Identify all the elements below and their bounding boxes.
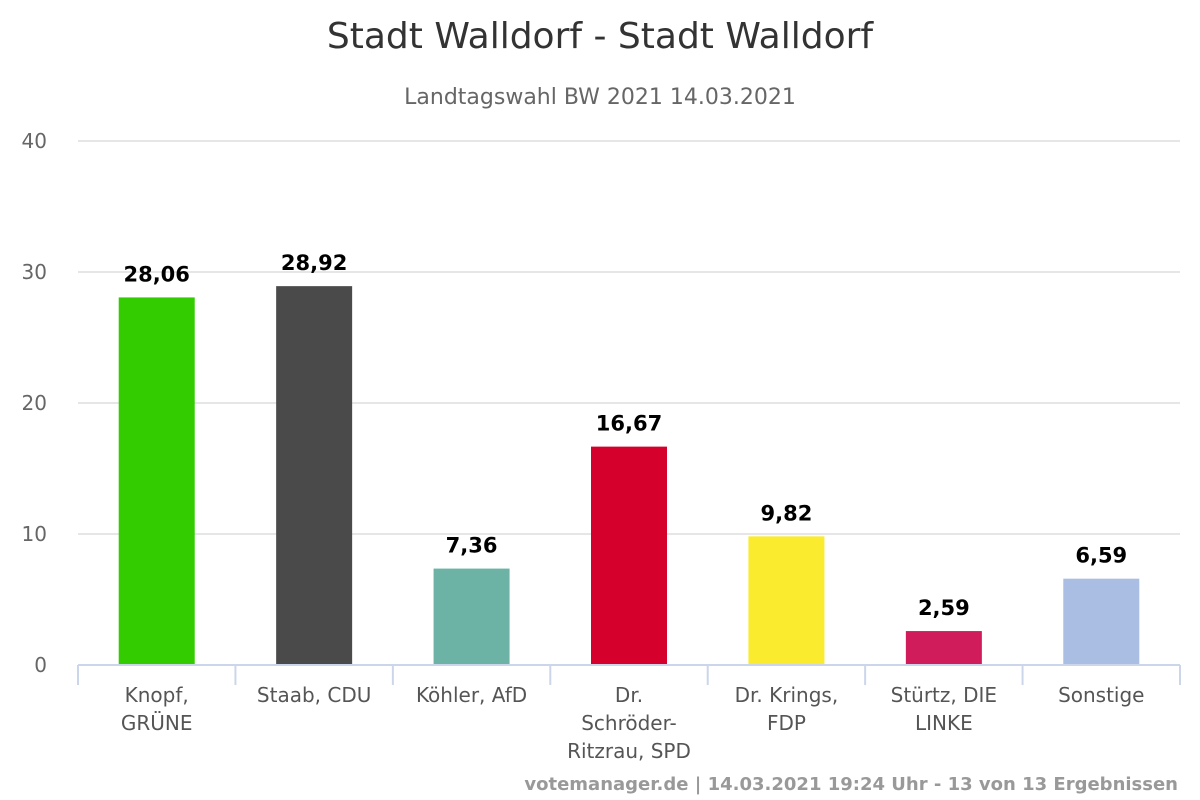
chart-subtitle: Landtagswahl BW 2021 14.03.2021 <box>404 85 796 110</box>
bar[interactable] <box>905 631 982 665</box>
x-axis-ticks: Knopf, GRÜNE Staab, CDU Köhler, AfD Dr. Schrö… <box>121 683 1145 763</box>
bar[interactable] <box>118 297 195 665</box>
x-tick-label-line: GRÜNE <box>121 711 193 735</box>
x-tick-label-line: Dr. Krings, <box>735 683 839 707</box>
x-tick-label-line: FDP <box>767 711 806 735</box>
bar[interactable] <box>591 446 667 665</box>
y-tick-label: 20 <box>22 391 47 415</box>
bars <box>118 286 1140 665</box>
x-tick-label: Dr. Krings, FDP <box>735 683 839 735</box>
data-label: 28,06 <box>123 262 189 286</box>
x-tick-label: Dr. Schröder- Ritzrau, SPD <box>567 683 691 763</box>
data-label: 28,92 <box>281 251 347 275</box>
bar[interactable] <box>748 536 825 665</box>
x-tick-label-line: Köhler, AfD <box>416 683 527 707</box>
y-axis-ticks: 0 10 20 30 40 <box>22 129 47 677</box>
y-tick-label: 10 <box>22 522 47 546</box>
data-label: 16,67 <box>596 412 662 436</box>
x-tick-label: Köhler, AfD <box>416 683 527 707</box>
chart-credit[interactable]: votemanager.de | 14.03.2021 19:24 Uhr - … <box>524 774 1178 795</box>
x-tick-label-line: Schröder- <box>581 711 677 735</box>
data-label: 7,36 <box>446 534 498 558</box>
x-tick-label: Knopf, GRÜNE <box>121 683 193 735</box>
x-axis <box>77 664 1181 685</box>
x-tick-label: Staab, CDU <box>257 683 371 707</box>
x-tick-label-line: Dr. <box>615 683 643 707</box>
x-tick-label: Sonstige <box>1058 683 1144 707</box>
bar[interactable] <box>433 568 510 665</box>
data-label: 9,82 <box>761 501 813 525</box>
x-tick-label-line: LINKE <box>915 711 973 735</box>
bar[interactable] <box>276 286 353 665</box>
bar[interactable] <box>1063 578 1140 665</box>
data-labels: 28,06 28,92 7,36 16,67 9,82 2,59 6,59 <box>123 251 1127 620</box>
x-tick-label-line: Staab, CDU <box>257 683 371 707</box>
x-tick-label-line: Knopf, <box>125 683 189 707</box>
chart-title: Stadt Walldorf - Stadt Walldorf <box>327 16 874 57</box>
x-tick-label-line: Sonstige <box>1058 683 1144 707</box>
y-tick-label: 30 <box>22 260 47 284</box>
x-tick-label: Stürtz, DIE LINKE <box>891 683 997 735</box>
y-tick-label: 0 <box>34 653 47 677</box>
data-label: 2,59 <box>918 596 970 620</box>
y-tick-label: 40 <box>22 129 47 153</box>
data-label: 6,59 <box>1075 544 1127 568</box>
x-tick-label-line: Ritzrau, SPD <box>567 739 691 763</box>
x-tick-label-line: Stürtz, DIE <box>891 683 997 707</box>
